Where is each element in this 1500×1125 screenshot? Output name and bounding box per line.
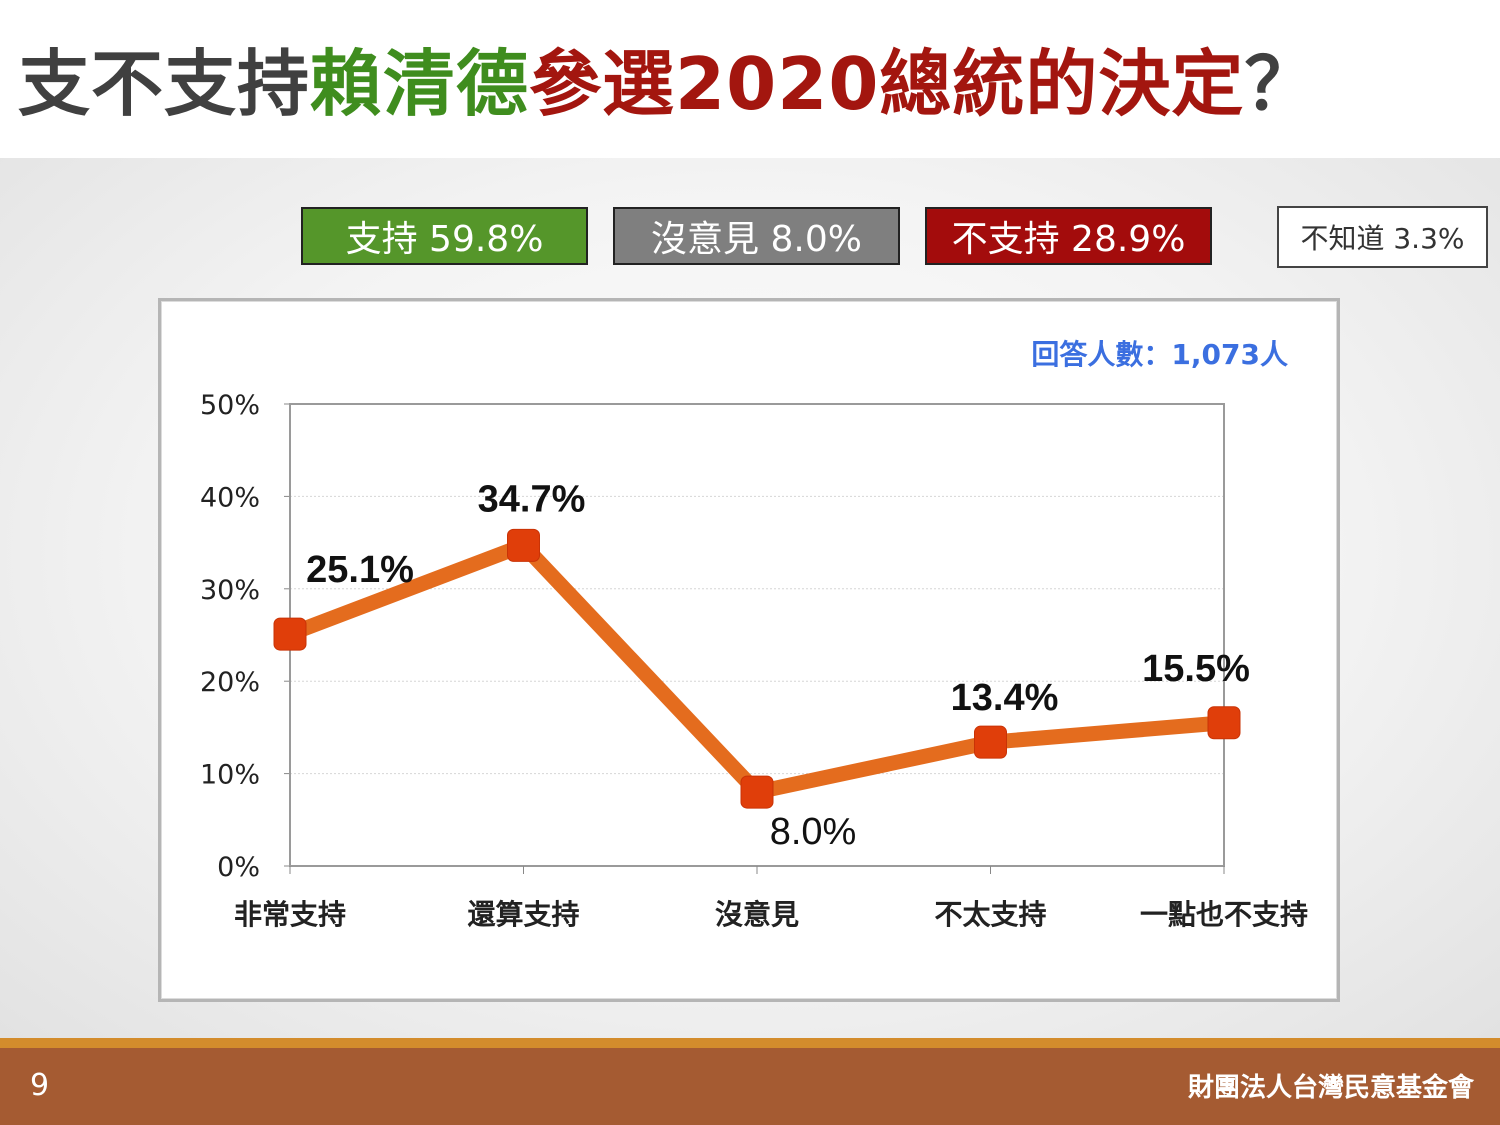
y-tick-label: 10% [200,760,260,791]
y-tick-label: 0% [217,852,260,883]
slide-header: 支不支持賴清德參選2020總統的決定？ [0,0,1500,158]
title-part-1: 支不支持 [18,42,311,126]
data-point-marker [1207,706,1241,740]
y-tick-label: 50% [200,390,260,421]
y-tick-label: 30% [200,575,260,606]
y-tick-label: 40% [200,482,260,513]
x-category-label: 不太支持 [934,898,1046,931]
organization-name: 財團法人台灣民意基金會 [1187,1073,1474,1103]
x-category-label: 一點也不支持 [1140,898,1308,931]
title-part-4: ？ [1244,42,1318,126]
slide-title: 支不支持賴清德參選2020總統的決定？ [18,34,1317,134]
y-tick-label: 20% [200,667,260,698]
footer-accent-line [0,1038,1500,1048]
data-label: 13.4% [951,677,1059,719]
summary-neutral-box: 沒意見 8.0% [613,207,900,265]
summary-unknown-box: 不知道 3.3% [1277,206,1488,268]
data-point-marker [974,725,1007,759]
data-point-marker [507,528,540,562]
title-part-2: 賴清德 [310,42,530,126]
data-label: 8.0% [770,811,857,853]
respondents-count-label: 回答人數：1,073人 [1031,338,1288,371]
chart-panel: 0% 10% 20% 30% 40% 50% 非常支持 還算支持 沒意見 不太支持 一點也不支持 25… [158,298,1340,1002]
x-category-label: 沒意見 [715,898,799,931]
slide-footer [0,1048,1500,1125]
x-category-label: 非常支持 [234,898,346,931]
data-point-marker [740,775,774,809]
title-part-3: 參選2020總統的決定 [529,42,1245,126]
summary-oppose-box: 不支持 28.9% [925,207,1212,265]
data-label: 25.1% [306,549,414,591]
line-chart: 0% 10% 20% 30% 40% 50% 非常支持 還算支持 沒意見 不太支持 一點也不支持 25… [200,338,1308,931]
data-label: 34.7% [478,478,586,520]
data-label: 15.5% [1142,648,1250,690]
page-number: 9 [30,1068,50,1103]
series-line [282,537,1232,800]
summary-support-box: 支持 59.8% [301,207,588,265]
data-point-marker [273,617,307,651]
x-category-label: 還算支持 [467,898,579,931]
